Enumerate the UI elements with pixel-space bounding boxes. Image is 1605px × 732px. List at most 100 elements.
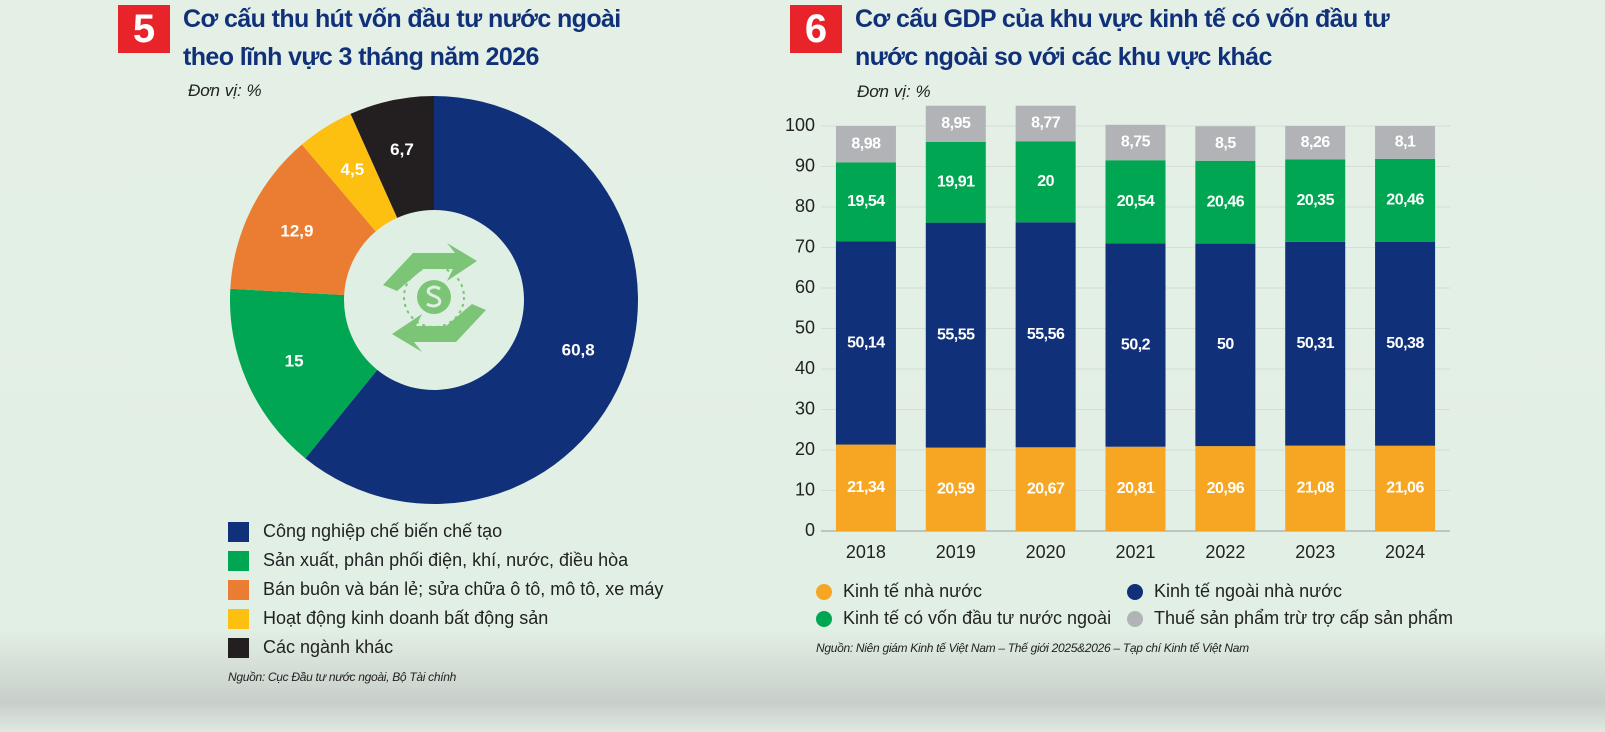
- legend-marker: [816, 584, 832, 600]
- legend-label: Hoạt động kinh doanh bất động sản: [263, 608, 548, 628]
- data-label: 8,26: [1301, 134, 1331, 151]
- source: Nguồn: Niên giám Kinh tế Việt Nam – Thế …: [816, 641, 1249, 655]
- data-label: 20,46: [1386, 191, 1424, 208]
- legend-swatch: [228, 551, 249, 571]
- data-label: 50,14: [847, 334, 885, 351]
- bar-segment: [1015, 141, 1076, 223]
- data-label: 55,56: [1027, 326, 1065, 343]
- legend-label: Kinh tế ngoài nhà nước: [1154, 581, 1342, 601]
- y-tick-label: 0: [805, 520, 815, 540]
- data-label: 60,8: [562, 341, 595, 360]
- data-label: 20: [1037, 173, 1054, 190]
- bar-segment: [1015, 105, 1076, 142]
- legend-label: Thuế sản phẩm trừ trợ cấp sản phẩm: [1154, 608, 1453, 628]
- bar-segment: [1105, 446, 1166, 531]
- pie-slice: [305, 96, 638, 504]
- data-label: 12,9: [280, 221, 313, 240]
- x-tick-label: 2021: [1115, 542, 1155, 562]
- bar-segment: [1195, 160, 1256, 244]
- legend-swatch: [228, 609, 249, 629]
- legend-label: Công nghiệp chế biến chế tạo: [263, 521, 502, 541]
- legend-label: Kinh tế nhà nước: [843, 581, 982, 601]
- y-tick-label: 20: [795, 439, 815, 459]
- x-tick-label: 2024: [1385, 542, 1425, 562]
- legend-swatch: [228, 522, 249, 542]
- data-label: 20,67: [1027, 480, 1065, 497]
- data-label: 6,7: [390, 140, 414, 159]
- bar-segment: [1105, 160, 1166, 244]
- data-label: 21,06: [1386, 480, 1424, 497]
- bar-segment: [1195, 126, 1256, 161]
- data-label: 20,59: [937, 481, 975, 498]
- bar-segment: [1375, 241, 1436, 446]
- data-label: 20,81: [1117, 480, 1155, 497]
- data-label: 8,98: [851, 135, 881, 152]
- money-icon: [383, 243, 486, 352]
- y-tick-label: 100: [785, 115, 815, 135]
- bar-segment: [1375, 158, 1436, 242]
- data-label: 4,5: [341, 160, 365, 179]
- bar-segment: [1375, 126, 1436, 159]
- x-tick-label: 2018: [846, 542, 886, 562]
- y-tick-label: 60: [795, 277, 815, 297]
- bar-segment: [1285, 241, 1346, 446]
- legend-label: Sản xuất, phân phối điện, khí, nước, điề…: [263, 550, 629, 570]
- data-label: 21,08: [1296, 480, 1334, 497]
- bar-segment: [835, 126, 896, 163]
- y-tick-label: 90: [795, 155, 815, 175]
- pie-slice: [229, 288, 378, 459]
- bar-segment: [835, 241, 896, 445]
- data-label: 8,77: [1031, 115, 1061, 132]
- data-label: 8,5: [1215, 135, 1236, 152]
- pie-slice: [350, 96, 434, 218]
- pie-slice: [301, 113, 398, 232]
- data-label: 50,31: [1296, 335, 1334, 352]
- bar-segment: [1015, 222, 1076, 448]
- bar-segment: [1195, 446, 1256, 531]
- legend-label: Bán buôn và bán lẻ; sửa chữa ô tô, mô tô…: [263, 579, 663, 599]
- unit-label: Đơn vị: %: [188, 81, 262, 100]
- data-label: 20,96: [1207, 480, 1245, 497]
- bar-segment: [925, 447, 986, 531]
- data-label: 21,34: [847, 479, 885, 496]
- y-tick-label: 10: [795, 479, 815, 499]
- y-tick-label: 70: [795, 236, 815, 256]
- legend-swatch: [228, 580, 249, 600]
- x-tick-label: 2019: [936, 542, 976, 562]
- legend-marker: [1127, 611, 1143, 627]
- bar-segment: [1285, 159, 1346, 242]
- chart-number: 6: [790, 5, 842, 53]
- y-tick-label: 30: [795, 398, 815, 418]
- source: Nguồn: Cục Đầu tư nước ngoài, Bộ Tài chí…: [228, 670, 456, 684]
- bar-segment: [925, 222, 986, 448]
- data-label: 8,95: [941, 115, 971, 132]
- chart-title: Cơ cấu GDP của khu vực kinh tế có vốn đầ…: [855, 5, 1390, 71]
- legend-marker: [816, 611, 832, 627]
- chart-title: Cơ cấu thu hút vốn đầu tư nước ngoài the…: [183, 5, 621, 71]
- bar-segment: [1105, 124, 1166, 161]
- bar-segment: [1375, 445, 1436, 531]
- data-label: 8,1: [1395, 134, 1416, 151]
- x-tick-label: 2020: [1026, 542, 1066, 562]
- bar-segment: [835, 162, 896, 242]
- data-label: 50: [1217, 336, 1234, 353]
- y-tick-label: 80: [795, 196, 815, 216]
- legend-swatch: [228, 638, 249, 658]
- bar-segment: [1195, 243, 1256, 447]
- data-label: 15: [285, 351, 304, 370]
- data-label: 20,46: [1207, 193, 1245, 210]
- data-label: 19,54: [847, 193, 885, 210]
- bar-segment: [835, 444, 896, 531]
- data-label: 20,54: [1117, 193, 1155, 210]
- bar-segment: [1015, 447, 1076, 531]
- pie-slice: [230, 144, 376, 296]
- data-label: 8,75: [1121, 134, 1151, 151]
- bar-segment: [1105, 243, 1166, 447]
- data-label: 50,2: [1121, 336, 1151, 353]
- bar-segment: [1285, 445, 1346, 531]
- chart-number: 5: [118, 5, 170, 53]
- bar-segment: [1285, 126, 1346, 160]
- data-label: 20,35: [1296, 192, 1334, 209]
